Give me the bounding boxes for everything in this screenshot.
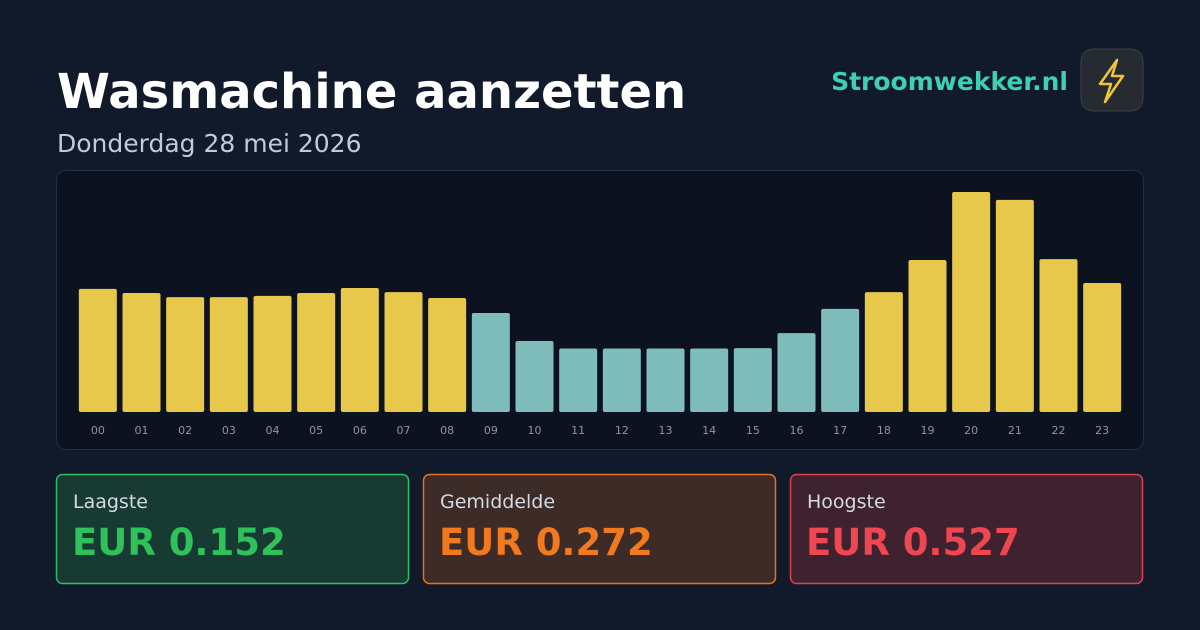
bar — [253, 295, 292, 412]
stat-card — [55, 473, 410, 585]
bar — [690, 348, 729, 412]
x-tick-label: 15 — [746, 424, 760, 437]
logo-bolt — [1098, 58, 1125, 104]
bar — [777, 333, 816, 412]
bar — [995, 199, 1034, 412]
x-tick-label: 11 — [571, 424, 585, 437]
x-tick-label: 06 — [353, 424, 367, 437]
x-tick-label: 07 — [397, 424, 411, 437]
x-tick-label: 10 — [528, 424, 542, 437]
x-tick-label: 21 — [1008, 424, 1022, 437]
bar — [166, 297, 205, 412]
bar — [471, 313, 510, 412]
stat-value: EUR 0.152 — [72, 521, 286, 564]
x-tick-label: 17 — [833, 424, 847, 437]
x-tick-label: 18 — [877, 424, 891, 437]
x-tick-label: 03 — [222, 424, 236, 437]
subtitle: Donderdag 28 mei 2026 — [57, 129, 362, 158]
stat-label: Hoogste — [807, 491, 886, 513]
bar — [1083, 282, 1122, 412]
bar — [78, 288, 117, 412]
x-tick-label: 14 — [702, 424, 716, 437]
bar — [821, 308, 860, 412]
bar — [297, 293, 336, 412]
logo-box — [1080, 48, 1144, 112]
bar — [602, 348, 641, 412]
stat-card — [422, 473, 777, 585]
stat-value: EUR 0.527 — [806, 521, 1020, 564]
bar — [559, 348, 598, 412]
x-tick-label: 05 — [309, 424, 323, 437]
bar — [428, 298, 467, 412]
x-tick-label: 04 — [266, 424, 280, 437]
x-tick-label: 09 — [484, 424, 498, 437]
x-tick-label: 00 — [91, 424, 105, 437]
bar — [733, 348, 772, 412]
bar — [908, 260, 947, 412]
x-tick-label: 08 — [440, 424, 454, 437]
x-tick-label: 22 — [1052, 424, 1066, 437]
bar — [864, 292, 903, 412]
bar — [340, 287, 379, 412]
x-tick-label: 19 — [921, 424, 935, 437]
bars: 00 01 02 03 04 05 06 07 08 09 10 11 12 13 14 15 16 17 18 19… — [78, 191, 1122, 437]
stat-card — [789, 473, 1144, 585]
x-tick-label: 13 — [659, 424, 673, 437]
x-tick-label: 12 — [615, 424, 629, 437]
bar — [646, 348, 685, 412]
x-tick-label: 20 — [964, 424, 978, 437]
bar — [122, 293, 161, 412]
x-tick-label: 01 — [135, 424, 149, 437]
stat-value: EUR 0.272 — [439, 521, 653, 564]
stat-label: Gemiddelde — [440, 491, 555, 513]
x-tick-label: 02 — [178, 424, 192, 437]
x-tick-label: 16 — [790, 424, 804, 437]
stat-label: Laagste — [73, 491, 148, 513]
bar — [1039, 259, 1078, 412]
title: Wasmachine aanzetten — [57, 64, 686, 120]
stats: Laagste EUR 0.152 Gemiddelde EUR 0.272 Hoogs… — [55, 473, 1144, 585]
bar — [384, 292, 423, 412]
bar — [209, 297, 248, 412]
x-tick-label: 23 — [1095, 424, 1109, 437]
bar — [952, 191, 991, 412]
bar — [515, 341, 554, 412]
brand: Stroomwekker.nl — [831, 67, 1068, 96]
